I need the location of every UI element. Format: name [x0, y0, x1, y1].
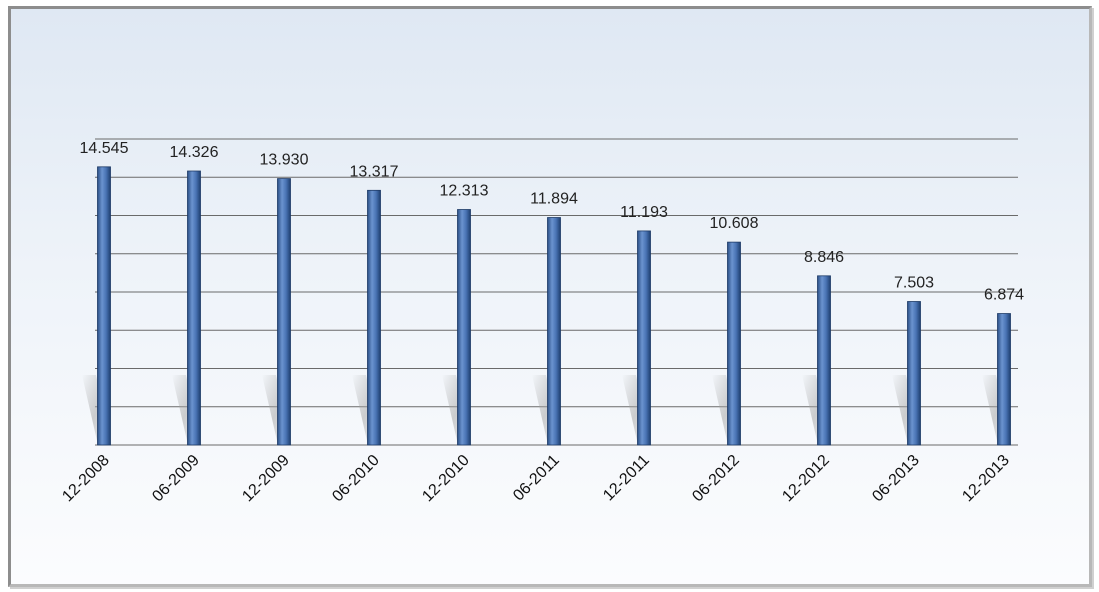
bar	[457, 209, 471, 446]
bar-shadows	[82, 375, 1012, 445]
value-label: 7.503	[894, 275, 934, 292]
value-label: 13.930	[260, 152, 309, 169]
category-label: 06-2009	[149, 452, 203, 506]
value-labels: 14.545 14.326 13.930 13.317 12.313 11.894 11.1…	[80, 140, 1025, 304]
value-label: 14.326	[170, 144, 219, 161]
value-label: 8.846	[804, 249, 844, 266]
category-label: 06-2012	[689, 452, 743, 506]
bar	[817, 275, 831, 446]
value-label: 6.874	[984, 287, 1024, 304]
value-label: 14.545	[80, 140, 129, 157]
value-label: 10.608	[710, 215, 759, 232]
bar	[637, 230, 651, 446]
category-label: 06-2013	[869, 452, 923, 506]
value-label: 11.193	[620, 204, 668, 221]
category-label: 12-2008	[59, 452, 113, 506]
category-label: 12-2012	[779, 452, 833, 506]
value-label: 11.894	[530, 191, 578, 208]
category-labels: 12-2008 06-2009 12-2009 06-2010 12-2010 06-20…	[59, 452, 1013, 506]
bar	[547, 217, 561, 446]
bar	[727, 241, 741, 446]
category-label: 12-2009	[239, 452, 293, 506]
bar	[367, 189, 381, 446]
category-label: 06-2010	[329, 452, 383, 506]
bar	[97, 166, 111, 446]
value-label: 13.317	[350, 163, 399, 180]
bar	[187, 170, 201, 446]
category-label: 06-2011	[510, 452, 563, 505]
bar	[277, 178, 291, 446]
category-label: 12-2010	[419, 452, 473, 506]
bars	[97, 166, 1011, 446]
category-label: 12-2013	[959, 452, 1013, 506]
category-label: 12-2011	[600, 452, 653, 505]
value-label: 12.313	[440, 183, 489, 200]
bar	[997, 313, 1011, 446]
bar	[907, 301, 921, 446]
